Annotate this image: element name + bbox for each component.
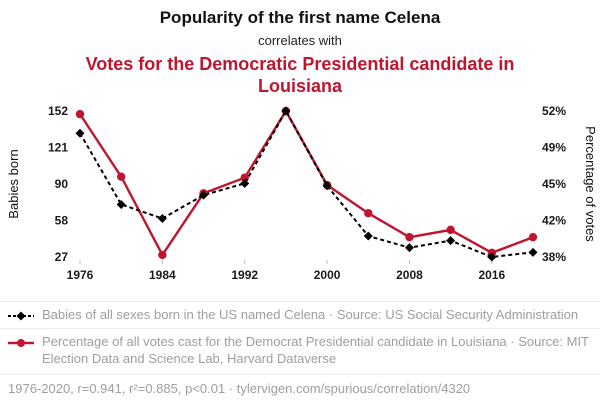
stats-text: 1976-2020, r=0.941, r²=0.885, p<0.01 · t… <box>8 380 471 396</box>
svg-text:49%: 49% <box>542 141 566 155</box>
svg-text:2008: 2008 <box>396 268 423 282</box>
solid-circle-marker-icon <box>8 339 34 348</box>
svg-text:27: 27 <box>55 250 69 264</box>
legend-item-babies: Babies of all sexes born in the US named… <box>0 301 600 328</box>
chart-legend: Babies of all sexes born in the US named… <box>0 301 600 372</box>
dashed-diamond-marker-icon <box>8 311 34 321</box>
svg-text:2000: 2000 <box>314 268 341 282</box>
svg-text:121: 121 <box>48 141 68 155</box>
svg-text:90: 90 <box>55 177 69 191</box>
stats-footer: 1976-2020, r=0.941, r²=0.885, p<0.01 · t… <box>0 373 600 396</box>
chart-title-secondary: Votes for the Democratic Presidential ca… <box>85 54 515 96</box>
legend-label-votes: Percentage of all votes cast for the Dem… <box>42 334 589 366</box>
correlation-line-chart: 27 58 90 121 152 38% 42% 45% 49% 52% 1976 1984 1992 2… <box>6 104 598 282</box>
svg-text:38%: 38% <box>542 250 566 264</box>
svg-text:Percentage of votes: Percentage of votes <box>583 126 598 242</box>
svg-text:2016: 2016 <box>478 268 505 282</box>
legend-item-votes: Percentage of all votes cast for the Dem… <box>0 328 600 372</box>
correlates-with-label: correlates with <box>258 33 342 48</box>
svg-text:Babies born: Babies born <box>6 149 21 218</box>
svg-text:1984: 1984 <box>149 268 176 282</box>
svg-text:45%: 45% <box>542 177 566 191</box>
legend-label-babies: Babies of all sexes born in the US named… <box>42 307 579 323</box>
svg-text:1976: 1976 <box>67 268 94 282</box>
chart-title: Popularity of the first name Celena <box>159 8 441 27</box>
svg-text:152: 152 <box>48 104 68 118</box>
svg-text:52%: 52% <box>542 104 566 118</box>
svg-text:1992: 1992 <box>231 268 258 282</box>
svg-text:42%: 42% <box>542 214 566 228</box>
svg-text:58: 58 <box>55 214 69 228</box>
